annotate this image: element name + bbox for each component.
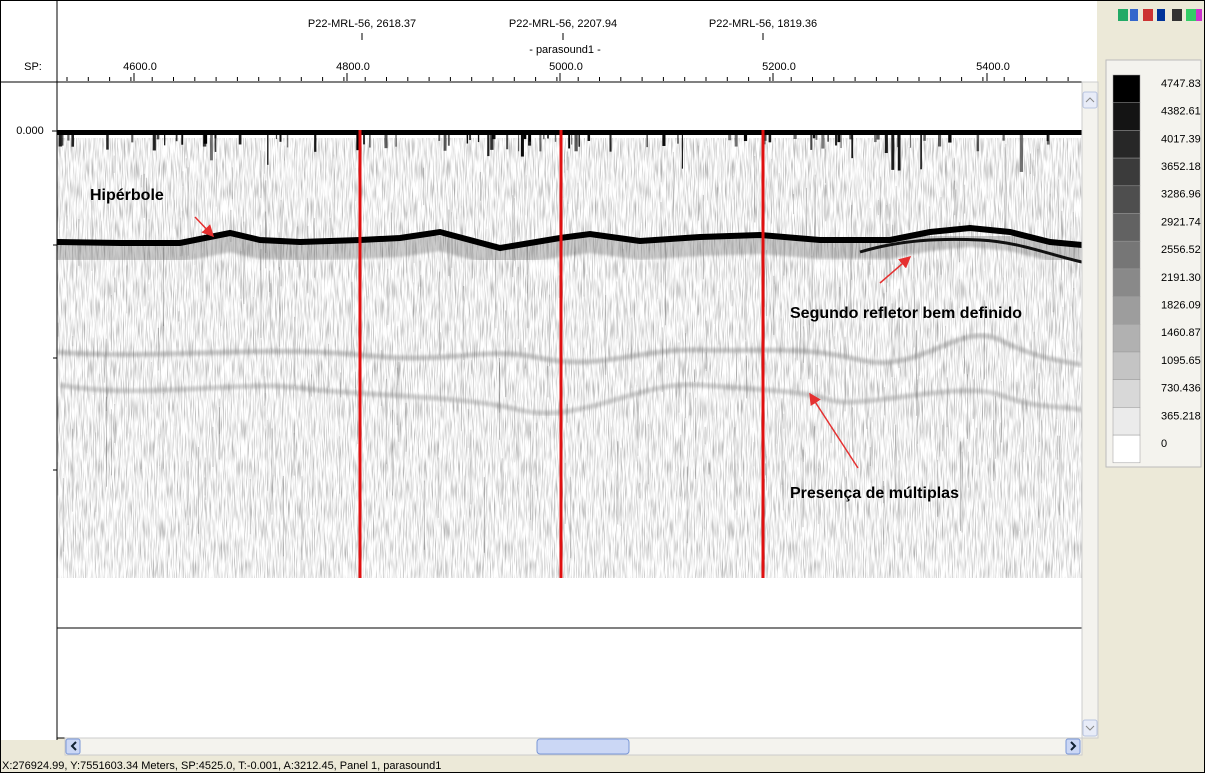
color-swatch <box>1113 269 1140 297</box>
color-scale-label: 4017.39 <box>1161 133 1201 145</box>
status-bar: X:276924.99, Y:7551603.34 Meters, SP:452… <box>2 760 441 772</box>
color-swatch <box>1113 407 1140 435</box>
color-swatch <box>1113 297 1140 325</box>
sp-tick-label: 4800.0 <box>336 61 370 73</box>
color-scale-label: 2191.30 <box>1161 272 1201 284</box>
time-label: 0.000 <box>16 125 44 137</box>
sp-tick-label: 4600.0 <box>123 61 157 73</box>
sp-label: SP: <box>24 61 42 73</box>
vertical-scrollbar[interactable] <box>1082 82 1098 738</box>
color-scale-label: 730.436 <box>1161 383 1201 395</box>
color-scale-label: 0 <box>1161 438 1167 450</box>
color-scale-label: 2921.74 <box>1161 216 1201 228</box>
color-scale-label: 1826.09 <box>1161 300 1201 312</box>
well-label: P22-MRL-56, 2618.37 <box>308 18 416 30</box>
color-scale-label: 4382.61 <box>1161 106 1201 118</box>
well-label: P22-MRL-56, 2207.94 <box>509 18 617 30</box>
color-swatch <box>1113 130 1140 158</box>
color-scale-label: 1095.65 <box>1161 355 1201 367</box>
annotation: Segundo refletor bem definido <box>790 305 1022 322</box>
color-swatch <box>1113 352 1140 380</box>
color-swatch <box>1113 324 1140 352</box>
time-axis-bg <box>0 0 57 740</box>
well-label: P22-MRL-56, 1819.36 <box>709 18 817 30</box>
color-swatch <box>1113 158 1140 186</box>
sp-tick-label: 5200.0 <box>762 61 796 73</box>
sp-tick-label: 5000.0 <box>549 61 583 73</box>
annotation: Presença de múltiplas <box>790 485 959 502</box>
color-swatch <box>1113 214 1140 242</box>
color-swatch <box>1113 380 1140 408</box>
color-scale-label: 4747.83 <box>1161 78 1201 90</box>
horizontal-scrollbar[interactable] <box>65 738 1082 755</box>
color-swatch <box>1113 103 1140 131</box>
color-swatch <box>1113 435 1140 463</box>
seismic-noise <box>57 138 1082 578</box>
color-scale-label: 3652.18 <box>1161 161 1201 173</box>
color-scale-label: 1460.87 <box>1161 327 1201 339</box>
color-scale-label: 3286.96 <box>1161 189 1201 201</box>
annotation: Hipérbole <box>90 187 164 204</box>
toolbar[interactable] <box>1118 9 1202 21</box>
seismic-viewer: 4600.0 4800.0 5000.0 5200.0 5400.0 P22-MRL-56… <box>0 0 1205 773</box>
color-scale-label: 365.218 <box>1161 410 1201 422</box>
color-swatch <box>1113 186 1140 214</box>
color-swatch <box>1113 241 1140 269</box>
page: 4600.0 4800.0 5000.0 5200.0 5400.0 P22-MRL-56… <box>0 0 1205 773</box>
color-scale-label: 2556.52 <box>1161 244 1201 256</box>
line-name: - parasound1 - <box>529 44 601 56</box>
sp-tick-label: 5400.0 <box>976 61 1010 73</box>
color-swatch <box>1113 75 1140 103</box>
